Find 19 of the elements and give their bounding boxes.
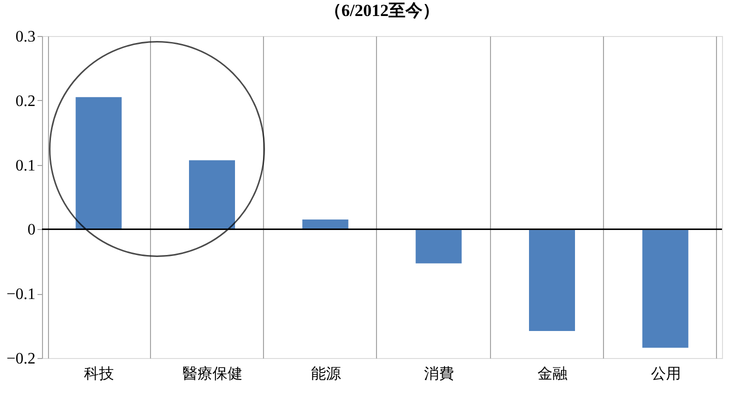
y-tick-label: 0.3 <box>16 28 36 46</box>
bar <box>302 220 348 230</box>
bar <box>642 229 688 348</box>
y-tick-label: −0.2 <box>6 350 36 368</box>
y-tick-label: 0.1 <box>16 157 36 174</box>
y-tick-label: 0 <box>28 222 36 239</box>
bar <box>189 160 235 230</box>
x-tick-label: 醫療保健 <box>182 366 242 382</box>
x-tick-label: 消費 <box>424 366 454 382</box>
bar <box>529 229 575 331</box>
y-tick-label: −0.1 <box>6 286 36 304</box>
x-tick-label: 公用 <box>650 366 681 382</box>
x-tick-label: 能源 <box>310 366 341 382</box>
x-tick-label: 金融 <box>538 366 568 382</box>
bar <box>416 229 462 264</box>
chart-title: （6/2012至今） <box>324 1 440 20</box>
bar <box>76 97 122 230</box>
y-tick-label: 0.2 <box>16 92 36 110</box>
x-tick-label: 科技 <box>84 366 114 382</box>
